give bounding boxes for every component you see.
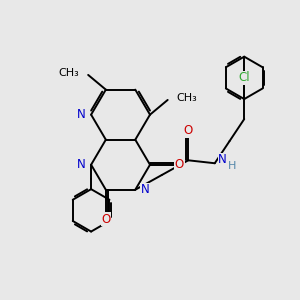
Text: N: N xyxy=(141,183,149,196)
Text: N: N xyxy=(218,153,227,166)
Text: N: N xyxy=(77,158,86,171)
Text: Cl: Cl xyxy=(238,71,250,84)
Text: CH₃: CH₃ xyxy=(176,94,197,103)
Text: O: O xyxy=(184,124,193,137)
Text: H: H xyxy=(228,160,236,171)
Text: CH₃: CH₃ xyxy=(58,68,79,78)
Text: O: O xyxy=(101,213,110,226)
Text: O: O xyxy=(175,158,184,171)
Text: N: N xyxy=(77,108,86,121)
